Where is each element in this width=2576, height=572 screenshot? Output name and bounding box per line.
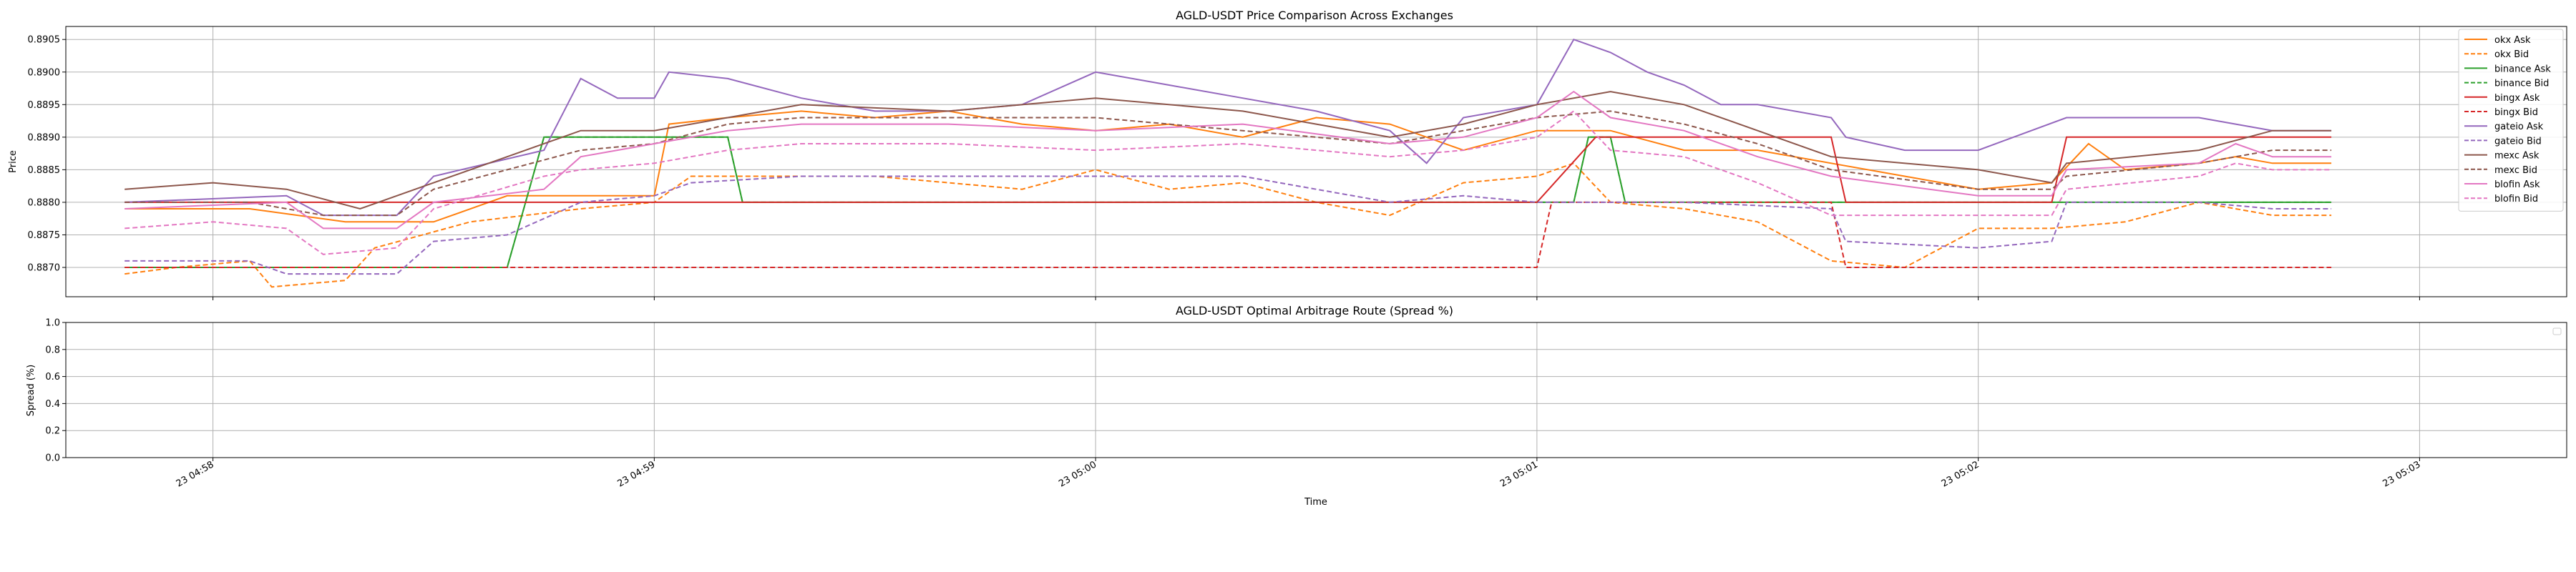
series-line-bingx-bid — [125, 201, 2332, 268]
series-line-blofin-ask — [125, 90, 2332, 230]
legend-entry: binance Bid — [2494, 79, 2549, 89]
price-legend: okx Ask okx Bid binance Ask binance Bid bing… — [2458, 29, 2564, 212]
spread-y-tick-label: 0.8 — [45, 345, 60, 355]
legend-entry: gateio Bid — [2494, 136, 2542, 147]
price-y-tick-label: 0.8875 — [28, 230, 61, 241]
price-y-tick-label: 0.8885 — [28, 165, 61, 176]
series-line-okx-bid — [125, 162, 2332, 288]
legend-entry: gateio Ask — [2494, 122, 2544, 132]
legend-entry: bingx Bid — [2494, 107, 2538, 118]
series-line-okx-ask — [125, 110, 2332, 223]
legend-box — [2458, 29, 2564, 212]
spread-chart-title: AGLD-USDT Optimal Arbitrage Route (Sprea… — [1176, 304, 1453, 317]
legend-entry: blofin Ask — [2494, 179, 2540, 190]
price-y-axis: 0.8870 0.8875 0.8880 0.8885 0.8890 0.8895 0.89… — [28, 35, 66, 274]
spread-y-label: Spread (%) — [26, 365, 36, 416]
spread-y-tick-label: 0.2 — [45, 426, 60, 437]
price-y-tick-label: 0.8870 — [28, 263, 61, 274]
price-chart: AGLD-USDT Price Comparison Across Exchan… — [8, 9, 2567, 300]
legend-entry: binance Ask — [2494, 64, 2551, 74]
series-line-gateio-bid — [125, 175, 2332, 275]
series-line-gateio-ask — [125, 38, 2332, 217]
price-y-tick-label: 0.8905 — [28, 35, 61, 46]
series-line-bingx-ask — [125, 136, 2332, 203]
price-series-lines — [125, 38, 2332, 288]
price-y-label: Price — [8, 150, 19, 173]
price-y-tick-label: 0.8880 — [28, 197, 61, 208]
spread-y-tick-label: 1.0 — [45, 318, 60, 329]
price-y-tick-label: 0.8900 — [28, 67, 61, 78]
price-y-tick-label: 0.8895 — [28, 100, 61, 111]
price-y-tick-label: 0.8890 — [28, 132, 61, 143]
spread-y-axis: 0.0 0.2 0.4 0.6 0.8 1.0 — [45, 318, 66, 464]
spread-plot-frame — [65, 322, 2567, 458]
price-chart-title: AGLD-USDT Price Comparison Across Exchan… — [1176, 9, 1453, 22]
price-x-axis-ticks — [213, 297, 2420, 300]
legend-entry: okx Bid — [2494, 49, 2529, 60]
legend-entry: blofin Bid — [2494, 194, 2538, 204]
spread-y-tick-label: 0.6 — [45, 372, 60, 383]
spread-x-label: Time — [1304, 497, 1327, 508]
price-plot-frame — [65, 26, 2567, 297]
legend-entry: mexc Ask — [2494, 151, 2540, 162]
legend-entry: okx Ask — [2494, 35, 2531, 46]
legend-entry: mexc Bid — [2494, 165, 2537, 176]
legend-entry: bingx Ask — [2494, 93, 2540, 104]
series-line-mexc-bid — [125, 110, 2332, 217]
spread-y-tick-label: 0.0 — [45, 453, 60, 464]
series-line-blofin-bid — [125, 110, 2332, 255]
spread-empty-legend — [2552, 327, 2562, 335]
series-line-mexc-ask — [125, 91, 2332, 210]
spread-y-tick-label: 0.4 — [45, 399, 60, 410]
